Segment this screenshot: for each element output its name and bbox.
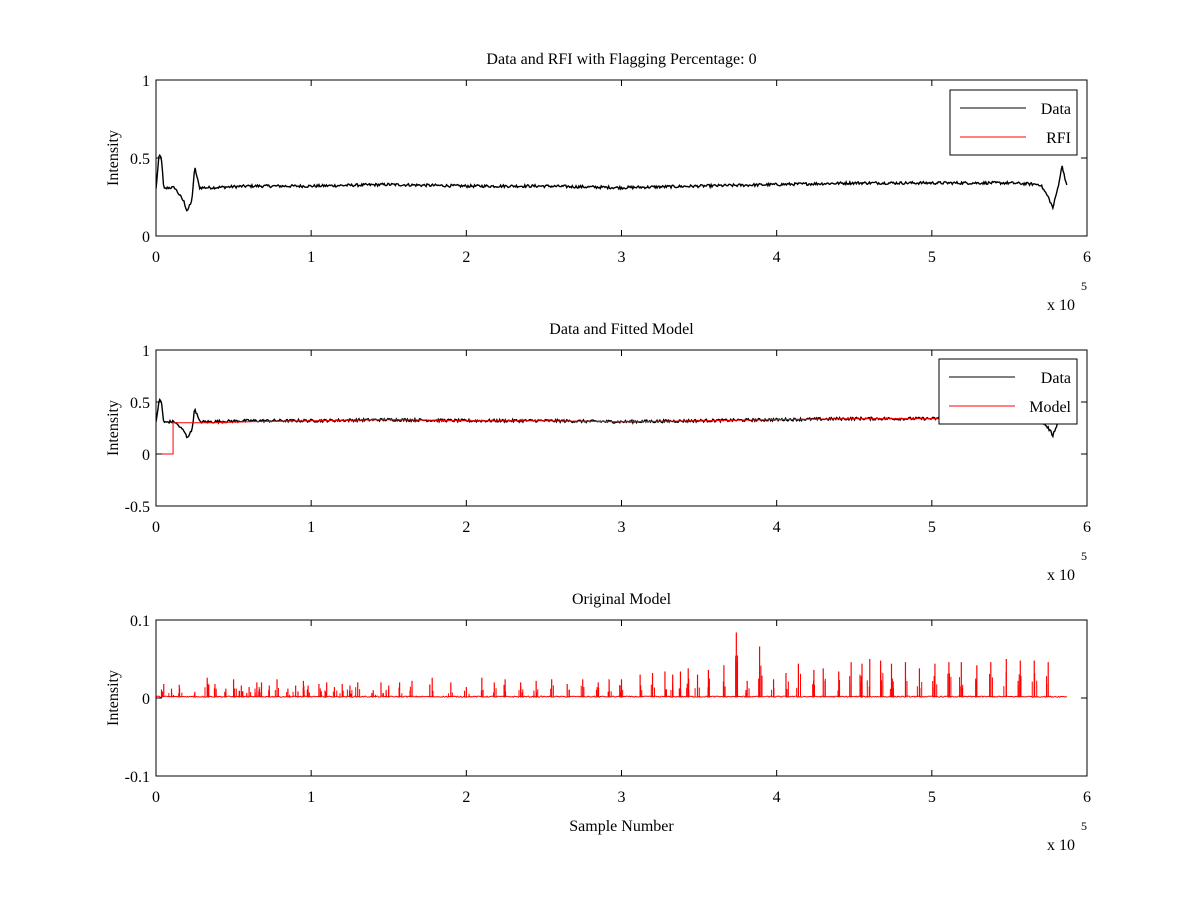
y-tick-label: 1 [142, 343, 150, 360]
data-layer [156, 632, 1067, 698]
x-exponent-power: 5 [1081, 819, 1087, 833]
x-tick-label: 6 [1083, 519, 1091, 536]
axes-frame [155, 619, 1088, 777]
x-tick-label: 4 [773, 789, 781, 806]
legend-label: Data [1041, 370, 1071, 387]
y-tick-label: 0.5 [130, 395, 150, 412]
legend-label: RFI [1046, 130, 1071, 147]
axes-frame [155, 79, 1088, 237]
x-tick-label: 6 [1083, 249, 1091, 266]
x-tick-label: 2 [462, 249, 470, 266]
x-tick-label: 3 [618, 789, 626, 806]
legend-label: Model [1029, 399, 1071, 416]
y-axis-label: Intensity [105, 130, 122, 186]
x-tick-label: 1 [307, 789, 315, 806]
y-tick-label: 0 [142, 691, 150, 708]
x-exponent: x 10 5 [1047, 279, 1087, 314]
legend: Data Model [938, 358, 1078, 425]
x-tick-label: 4 [773, 249, 781, 266]
data-layer [156, 153, 1068, 212]
x-tick-label: 1 [307, 519, 315, 536]
legend-box [938, 358, 1078, 425]
axes-frame [155, 349, 1088, 507]
x-exponent-label: x 10 [1047, 837, 1075, 854]
x-tick-label: 2 [462, 519, 470, 536]
y-axis-label: Intensity [105, 400, 122, 456]
legend: Data RFI [949, 89, 1078, 156]
y-tick-label: -0.1 [125, 769, 150, 786]
x-tick-label: 0 [152, 519, 160, 536]
x-tick-label: 3 [618, 249, 626, 266]
y-axis-label: Intensity [105, 670, 122, 726]
chart-title: Original Model [572, 591, 672, 608]
x-tick-label: 5 [928, 249, 936, 266]
x-tick-label: 0 [152, 249, 160, 266]
data-layer [156, 397, 1068, 455]
subplot-1: 0 1 2 3 4 5 6 0 0.5 1 x 10 5 Data and RFI with Flagg… [105, 51, 1091, 314]
series-line-model [156, 418, 1067, 455]
legend-label: Data [1041, 101, 1071, 118]
x-exponent-power: 5 [1081, 279, 1087, 293]
x-exponent-label: x 10 [1047, 567, 1075, 584]
x-tick-label: 1 [307, 249, 315, 266]
x-tick-label: 5 [928, 519, 936, 536]
x-tick-label: 0 [152, 789, 160, 806]
chart-title: Data and Fitted Model [549, 321, 694, 338]
x-tick-label: 2 [462, 789, 470, 806]
x-exponent: x 10 5 [1047, 549, 1087, 584]
x-tick-label: 3 [618, 519, 626, 536]
y-tick-label: 0 [142, 229, 150, 246]
y-tick-label: 0 [142, 447, 150, 464]
x-tick-label: 6 [1083, 789, 1091, 806]
series-line-data [156, 153, 1068, 212]
x-exponent-power: 5 [1081, 549, 1087, 563]
x-tick-label: 4 [773, 519, 781, 536]
chart-title: Data and RFI with Flagging Percentage: 0 [486, 51, 756, 68]
y-tick-label: 0.1 [130, 613, 150, 630]
x-axis-label: Sample Number [569, 818, 674, 835]
legend-box [949, 89, 1078, 156]
x-tick-label: 5 [928, 789, 936, 806]
x-exponent-label: x 10 [1047, 297, 1075, 314]
y-tick-label: -0.5 [125, 499, 150, 516]
y-tick-label: 0.5 [130, 151, 150, 168]
plots-layer: 0 1 2 3 4 5 6 0 0.5 1 x 10 5 Data and RFI with Flagg… [105, 51, 1091, 854]
y-tick-label: 1 [142, 73, 150, 90]
x-exponent: x 10 5 [1047, 819, 1087, 854]
